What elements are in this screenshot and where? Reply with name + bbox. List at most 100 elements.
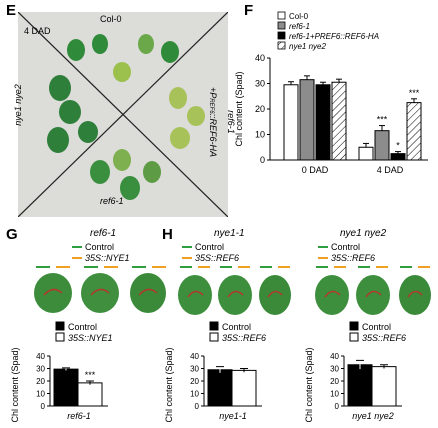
y-tick-label: 0 xyxy=(335,402,340,411)
panel-h-left-legend: Control 35S::REF6 xyxy=(182,241,239,263)
y-tick-label: 30 xyxy=(330,365,339,374)
x-axis-label: ref6-1 xyxy=(67,411,91,421)
bar xyxy=(390,153,406,161)
leaf xyxy=(90,160,110,184)
oe-line-swatch xyxy=(182,256,192,259)
legend-label: 35S::NYE1 xyxy=(68,333,113,343)
leaf xyxy=(356,275,390,315)
panel-e-right-line2a: +P xyxy=(208,86,218,99)
leaf xyxy=(161,41,179,63)
leaf xyxy=(315,275,349,315)
bar xyxy=(358,146,374,161)
leaf xyxy=(169,87,187,109)
y-tick-label: 0 xyxy=(41,402,46,411)
leaf xyxy=(138,34,154,54)
leaf xyxy=(59,100,81,124)
legend-label: nye1 nye2 xyxy=(289,42,326,51)
significance-label: *** xyxy=(377,115,388,125)
panel-h-left-legend-oe: 35S::REF6 xyxy=(195,252,240,263)
bar xyxy=(283,84,299,161)
y-tick-label: 10 xyxy=(36,390,45,399)
leaf xyxy=(399,275,431,315)
leaf xyxy=(49,75,71,101)
legend-swatch xyxy=(277,21,286,30)
legend-label: 35S::REF6 xyxy=(362,333,406,343)
bar xyxy=(374,130,390,161)
leaf xyxy=(259,275,291,315)
panel-e-top-label: Col-0 xyxy=(100,14,122,24)
panel-h-right-legend: Control 35S::REF6 xyxy=(318,241,375,263)
leaf xyxy=(113,149,131,171)
bar xyxy=(331,81,347,161)
y-tick-label: 30 xyxy=(255,79,265,89)
legend-label: Control xyxy=(222,322,251,332)
panel-h-left-legend-control: Control xyxy=(195,241,225,252)
panel-h-left-leaves xyxy=(178,266,291,315)
leaf xyxy=(34,273,72,313)
x-axis-label: nye1 nye2 xyxy=(352,411,394,421)
panel-h-right-legend-control: Control xyxy=(331,241,361,252)
panel-g-letter: G xyxy=(6,226,18,243)
significance-label: * xyxy=(396,141,400,151)
y-tick-label: 10 xyxy=(255,130,265,140)
y-tick-label: 20 xyxy=(36,377,45,386)
panel-e-left-label: nye1 nye2 xyxy=(13,84,23,126)
y-tick-label: 0 xyxy=(195,402,200,411)
bar xyxy=(371,366,397,407)
leaf xyxy=(130,273,166,313)
control-line-swatch xyxy=(318,245,328,248)
y-tick-label: 30 xyxy=(190,365,199,374)
panel-g-leaves xyxy=(34,266,166,313)
legend-label: 35S::REF6 xyxy=(222,333,266,343)
legend-swatch xyxy=(277,41,286,50)
leaf xyxy=(78,121,98,143)
control-line-swatch xyxy=(72,245,82,248)
leaf-group-ref6 xyxy=(90,149,161,200)
y-tick-label: 40 xyxy=(330,352,339,361)
y-axis-label: Chl content (Spad) xyxy=(234,71,244,146)
y-tick-label: 30 xyxy=(36,365,45,374)
panel-e-letter: E xyxy=(6,2,17,19)
legend-swatch xyxy=(55,321,65,331)
significance-label: *** xyxy=(85,370,96,380)
legend-label: Col-0 xyxy=(289,12,309,21)
legend-swatch xyxy=(277,11,286,20)
bar xyxy=(406,102,422,161)
bar xyxy=(231,369,257,407)
panel-g-legend: Control 35S::NYE1 xyxy=(72,241,130,263)
leaf xyxy=(47,127,69,153)
panel-e-right-line2b: REF6 xyxy=(208,98,214,114)
legend-swatch xyxy=(349,321,359,331)
bar xyxy=(207,369,233,407)
panel-h-right-legend-oe: 35S::REF6 xyxy=(331,252,376,263)
y-axis-label: Chl content (Spad) xyxy=(304,347,314,422)
bar xyxy=(315,84,331,161)
panel-h-letter: H xyxy=(162,226,173,243)
y-tick-label: 10 xyxy=(330,390,339,399)
y-axis-label: Chl content (Spad) xyxy=(164,347,174,422)
x-tick-label: 0 DAD xyxy=(302,165,329,175)
legend-swatch xyxy=(209,321,219,331)
bar xyxy=(77,382,103,407)
y-axis-label: Chl content (Spad) xyxy=(10,347,20,422)
legend-label: ref6-1+PREF6::REF6-HA xyxy=(289,32,379,41)
y-tick-label: 40 xyxy=(255,53,265,63)
panel-e-right-line2c: ::REF6-HA xyxy=(208,113,218,158)
panel-g-legend-control: Control xyxy=(85,241,115,252)
oe-line-swatch xyxy=(72,256,82,259)
panel-h-right-title: nye1 nye2 xyxy=(340,228,387,239)
bar xyxy=(347,364,373,407)
leaf-group-nye xyxy=(47,75,98,153)
significance-label: *** xyxy=(409,88,420,98)
panel-h-right-leaves xyxy=(315,266,431,315)
panel-g-title: ref6-1 xyxy=(90,228,117,239)
legend-label: Control xyxy=(68,322,97,332)
leaf xyxy=(143,161,161,183)
panel-e-dad: 4 DAD xyxy=(24,26,51,36)
oe-line-swatch xyxy=(318,256,328,259)
leaf xyxy=(170,127,190,149)
